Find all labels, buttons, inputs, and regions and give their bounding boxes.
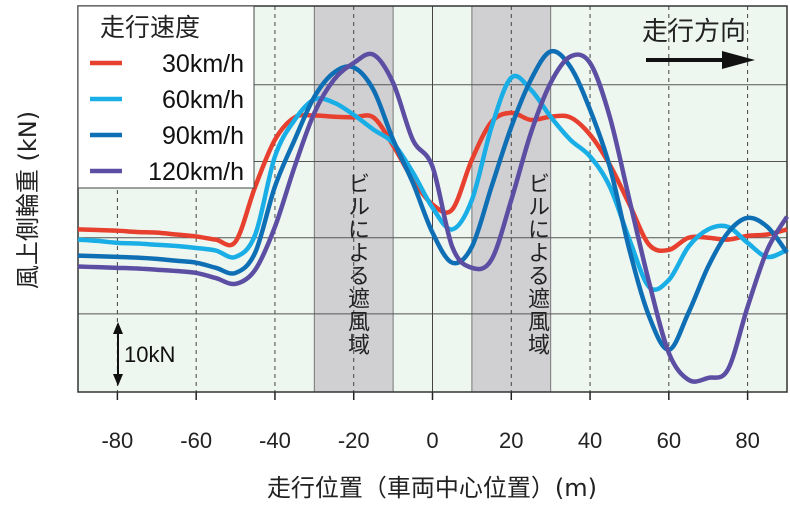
shaded-region-label-2: ビルによる遮風域 (524, 172, 549, 356)
legend-label: 90km/h (162, 122, 244, 150)
x-tick-label: 80 (735, 428, 759, 453)
series-line-60km/h (77, 73, 788, 292)
x-axis-label: 走行位置（車両中心位置）(m) (267, 474, 597, 502)
legend-label: 120km/h (148, 158, 244, 186)
x-tick-label: 20 (499, 428, 523, 453)
legend-title: 走行速度 (100, 13, 200, 42)
shaded-region-label-1: ビルによる遮風域 (344, 172, 369, 356)
direction-label: 走行方向 (642, 17, 746, 47)
legend-label: 30km/h (162, 50, 244, 78)
x-tick-label: -20 (338, 428, 370, 453)
scale-arrow-up-icon (113, 322, 123, 334)
x-tick-label: 60 (657, 428, 681, 453)
x-tick-label: -40 (259, 428, 291, 453)
legend-label: 60km/h (162, 86, 244, 114)
scale-arrow-down-icon (113, 374, 123, 386)
y-axis-label: 風上側輪重 (kN) (14, 111, 42, 289)
x-tick-label: -80 (101, 428, 133, 453)
direction-arrow-icon (722, 51, 755, 69)
scale-bar-label: 10kN (124, 342, 175, 367)
plot-frame (77, 5, 788, 393)
x-tick-label: -60 (180, 428, 212, 453)
series-line-120km/h (77, 51, 789, 384)
x-tick-label: 0 (426, 428, 438, 453)
x-tick-label: 40 (578, 428, 602, 453)
